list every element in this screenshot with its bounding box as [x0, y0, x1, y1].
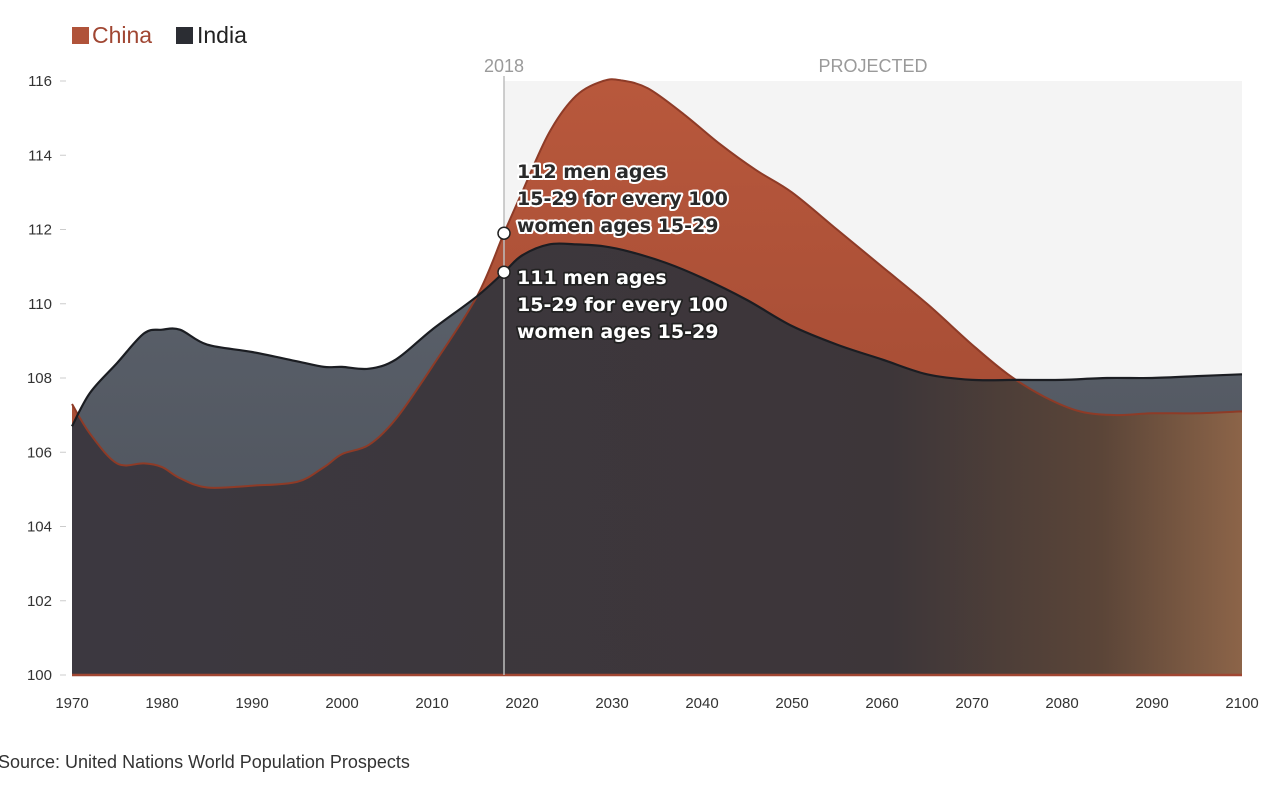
legend-swatch-china [72, 27, 89, 44]
y-tick-label: 108 [27, 370, 52, 387]
y-tick-label: 110 [28, 296, 52, 313]
source-note: Source: United Nations World Population … [0, 752, 410, 772]
overlap-area [72, 243, 1242, 675]
x-tick-label: 2060 [865, 695, 898, 712]
x-axis: 1970 1980 1990 2000 2010 2020 2030 2040 2050 2060… [55, 695, 1258, 712]
x-tick-label: 1980 [145, 695, 178, 712]
x-tick-label: 2070 [955, 695, 988, 712]
y-tick-label: 106 [27, 444, 52, 461]
legend-label-india: India [197, 22, 247, 48]
marker-2018-label: 2018 [484, 56, 524, 76]
x-tick-label: 2090 [1135, 695, 1168, 712]
annotation-text-china: women ages 15-29 [517, 215, 718, 237]
y-tick-label: 100 [27, 667, 52, 684]
x-tick-label: 2000 [325, 695, 358, 712]
annotation-text-china: 15-29 for every 100 [517, 188, 728, 210]
annotation-point-china [497, 226, 511, 240]
india-line [71, 242, 1243, 427]
y-axis: 100 102 104 106 108 110 112 114 116 [27, 73, 66, 684]
y-tick-label: 116 [28, 73, 52, 90]
x-tick-label: 2100 [1225, 695, 1258, 712]
y-tick-label: 104 [27, 519, 52, 536]
legend-label-china: China [92, 22, 152, 48]
projected-label: PROJECTED [818, 56, 927, 76]
x-tick-label: 1990 [235, 695, 268, 712]
y-tick-label: 114 [28, 147, 52, 164]
annotation-text-india: 111 men ages [517, 267, 667, 289]
annotations: 112 men ages 15-29 for every 100 women age… [497, 159, 730, 345]
legend-swatch-india [176, 27, 193, 44]
china-line [71, 78, 1243, 489]
x-tick-label: 1970 [55, 695, 88, 712]
y-tick-label: 112 [28, 222, 52, 239]
x-tick-label: 2040 [685, 695, 718, 712]
x-tick-label: 2050 [775, 695, 808, 712]
annotation-text-india: women ages 15-29 [517, 321, 718, 343]
annotation-text-china: 112 men ages [517, 161, 667, 183]
x-tick-label: 2080 [1045, 695, 1078, 712]
x-tick-label: 2020 [505, 695, 538, 712]
annotation-point-india [497, 265, 511, 279]
x-tick-label: 2030 [595, 695, 628, 712]
legend: China India [72, 22, 247, 48]
y-tick-label: 102 [27, 593, 52, 610]
annotation-text-india: 15-29 for every 100 [517, 294, 728, 316]
x-tick-label: 2010 [415, 695, 448, 712]
